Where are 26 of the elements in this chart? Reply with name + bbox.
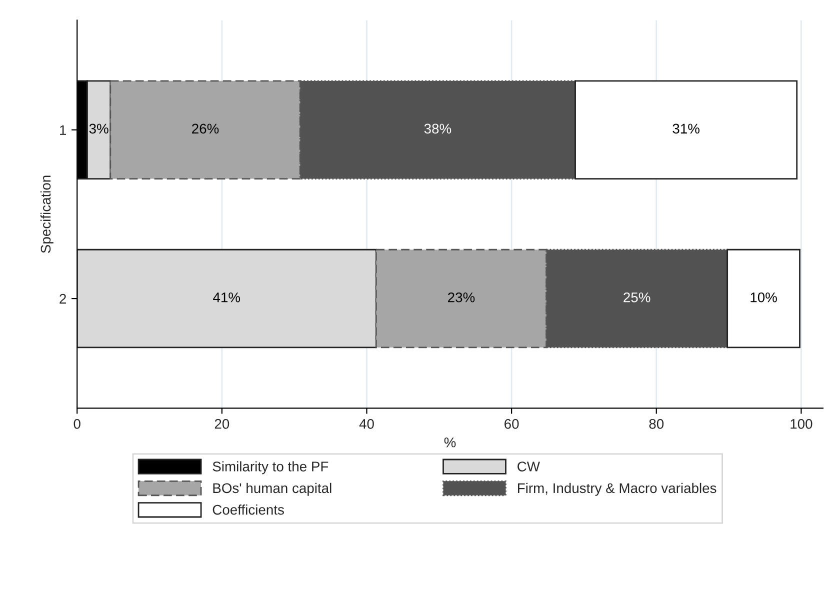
x-tick-label: 20 [214,418,230,429]
data-label: 23% [448,292,475,302]
data-label: 26% [192,124,219,134]
legend-label: Firm, Industry & Macro variables [518,482,716,496]
x-axis-title: % [444,438,456,448]
bar [726,248,800,348]
legend-label: BOs' human capital [213,482,332,496]
x-tick-label: 60 [504,418,519,429]
bar [574,80,798,180]
data-label: 41% [213,292,240,302]
data-label: 38% [424,124,452,134]
data-label: 31% [672,124,700,134]
legend-label: CW [518,462,540,472]
data-label: 10% [750,292,777,302]
data-label: 3% [89,124,108,134]
x-tick-label: 80 [649,418,664,429]
y-tick-label: 2 [60,294,66,304]
x-tick-label: 40 [359,418,374,429]
bar [77,248,377,348]
y-axis-title: Specification [40,176,54,253]
data-label: 25% [624,292,650,302]
legend-label: Similarity to the PF [212,461,328,474]
y-tick-label: 1 [60,125,66,135]
legend-label: Coefficients [212,504,284,515]
x-tick-label: 0 [74,418,80,429]
x-tick-label: 100 [790,418,812,429]
